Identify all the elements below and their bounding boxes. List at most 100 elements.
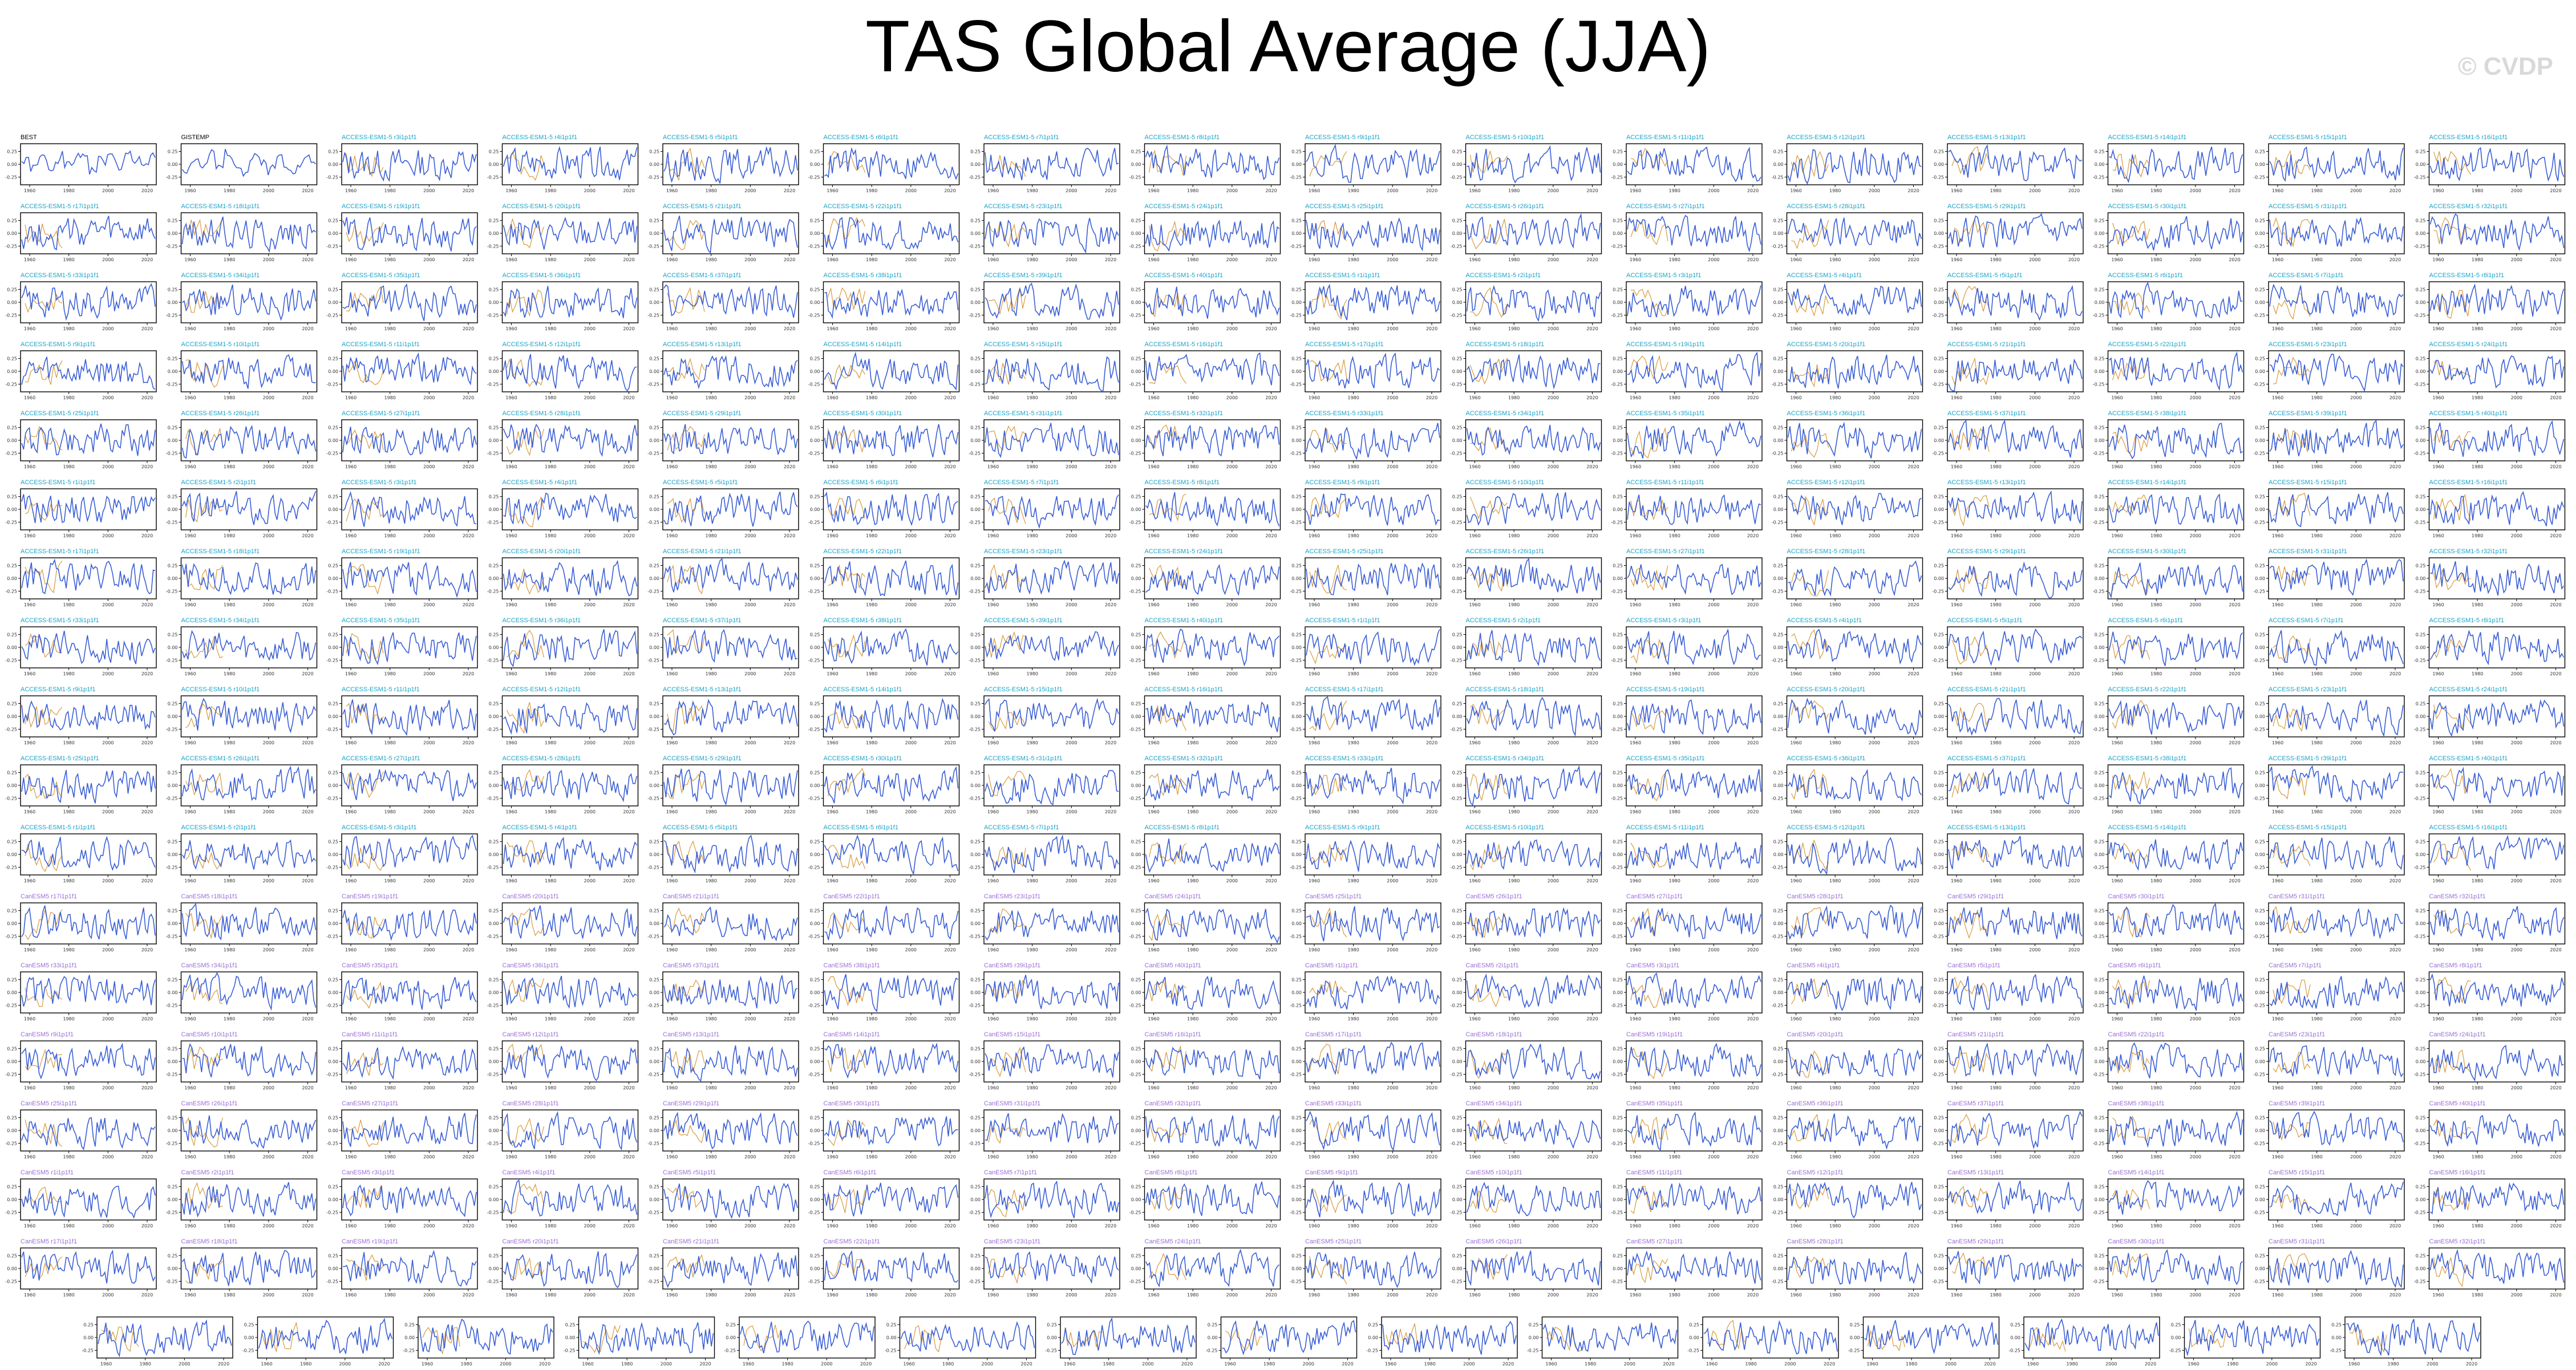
- reference-line: [25, 1256, 63, 1280]
- x-tick-label: 2020: [784, 464, 795, 469]
- y-tick-label: -0.25: [1611, 244, 1623, 249]
- x-tick-label: 2000: [1708, 326, 1719, 331]
- x-tick-label: 1960: [666, 533, 678, 538]
- y-tick-label: 0.25: [2416, 287, 2426, 293]
- x-tick-label: 1960: [1148, 1016, 1159, 1022]
- x-tick-label: 1980: [384, 947, 395, 952]
- y-tick-label: -0.25: [2093, 658, 2105, 663]
- y-tick-label: 0.25: [649, 702, 659, 707]
- reference-line: [1149, 363, 1186, 384]
- series-line: [503, 837, 638, 871]
- y-tick-label: 0.00: [2255, 231, 2265, 236]
- panel-title: ACCESS-ESM1-5 r19i1p1f1: [1626, 686, 1705, 693]
- y-tick-label: -0.25: [2093, 382, 2105, 387]
- x-tick-label: 2000: [2350, 395, 2362, 400]
- x-tick-label: 2000: [1708, 602, 1719, 607]
- x-tick-label: 1960: [666, 1085, 678, 1091]
- series-line: [181, 971, 317, 1011]
- x-tick-label: 1980: [2472, 188, 2483, 193]
- y-tick-label: 0.25: [970, 840, 981, 845]
- y-tick-label: 0.25: [1291, 840, 1302, 845]
- panel-title: ACCESS-ESM1-5 r15i1p1f1: [2269, 479, 2347, 486]
- x-tick-label: 1980: [705, 257, 716, 262]
- x-tick-label: 1980: [1347, 464, 1359, 469]
- reference-line: [2112, 771, 2150, 791]
- x-tick-label: 2000: [2350, 1085, 2362, 1091]
- x-tick-label: 1960: [1790, 947, 1801, 952]
- series-line: [1466, 696, 1601, 737]
- y-tick-label: 0.00: [1934, 1128, 1944, 1133]
- x-tick-label: 2020: [784, 947, 795, 952]
- x-tick-label: 1960: [2272, 188, 2283, 193]
- x-tick-label: 2000: [1066, 809, 1077, 814]
- y-tick-label: 0.00: [1773, 369, 1784, 374]
- reference-line: [1630, 427, 1668, 459]
- y-tick-label: -0.25: [1932, 313, 1944, 318]
- x-tick-label: 1960: [2111, 257, 2123, 262]
- panel-title: ACCESS-ESM1-5 r29i1p1f1: [663, 755, 742, 762]
- series-line: [2108, 351, 2243, 391]
- x-tick-label: 1980: [1829, 395, 1841, 400]
- x-tick-label: 2020: [302, 464, 313, 469]
- x-tick-label: 1960: [1951, 740, 1962, 745]
- y-tick-label: -0.25: [2093, 1210, 2105, 1215]
- x-tick-label: 1980: [1668, 188, 1680, 193]
- panel-title: ACCESS-ESM1-5 r14i1p1f1: [824, 686, 902, 693]
- x-tick-label: 1960: [2272, 740, 2283, 745]
- x-tick-label: 1980: [866, 257, 877, 262]
- x-tick-label: 2000: [2029, 602, 2040, 607]
- chart-panel: ACCESS-ESM1-5 r13i1p1f10.250.00-0.251960…: [1932, 134, 2084, 193]
- y-tick-label: 0.25: [2095, 564, 2105, 569]
- x-tick-label: 1960: [505, 740, 517, 745]
- series-line: [503, 217, 638, 250]
- y-tick-label: 0.00: [328, 231, 338, 236]
- panel-title: ACCESS-ESM1-5 r20i1p1f1: [1787, 686, 1866, 693]
- y-tick-label: 0.00: [489, 1266, 499, 1271]
- series-line: [2430, 561, 2565, 596]
- y-tick-label: 0.25: [970, 702, 981, 707]
- chart-panel: ACCESS-ESM1-5 r15i1p1f10.250.00-0.251960…: [969, 686, 1120, 745]
- y-tick-label: 0.00: [1773, 921, 1784, 926]
- x-tick-label: 2020: [1105, 188, 1116, 193]
- x-tick-label: 1960: [1469, 257, 1480, 262]
- y-tick-label: 0.00: [2416, 783, 2426, 788]
- y-tick-label: 0.00: [168, 852, 178, 857]
- chart-panel: ACCESS-ESM1-5 r17i1p1f10.250.00-0.251960…: [1290, 341, 1441, 400]
- series-line: [503, 769, 638, 802]
- chart-panel: ACCESS-ESM1-5 r27i1p1f10.250.00-0.251960…: [1611, 548, 1763, 607]
- reference-line: [25, 844, 63, 873]
- y-tick-label: 0.25: [1452, 564, 1463, 569]
- panel-title: ACCESS-ESM1-5 r3i1p1f1: [342, 824, 416, 831]
- panel-frame: [1947, 1178, 2084, 1221]
- x-tick-label: 1980: [1026, 326, 1038, 331]
- y-tick-label: -0.25: [2253, 451, 2265, 456]
- y-tick-label: 0.25: [2095, 495, 2105, 500]
- series-line: [1145, 769, 1280, 802]
- reference-line: [1791, 433, 1829, 458]
- x-tick-label: 2020: [1907, 533, 1919, 538]
- x-tick-label: 2020: [302, 671, 313, 676]
- series-line: [663, 1112, 798, 1150]
- x-tick-label: 2000: [584, 602, 596, 607]
- x-tick-label: 1960: [1148, 464, 1159, 469]
- series-line: [1306, 143, 1440, 183]
- y-tick-label: 0.00: [328, 990, 338, 995]
- y-tick-label: -0.25: [2253, 1003, 2265, 1008]
- reference-line: [667, 287, 705, 314]
- y-tick-label: 0.25: [810, 1254, 820, 1259]
- y-tick-label: -0.25: [1290, 589, 1302, 594]
- x-tick-label: 2020: [2389, 464, 2401, 469]
- y-tick-label: 0.00: [2255, 438, 2265, 443]
